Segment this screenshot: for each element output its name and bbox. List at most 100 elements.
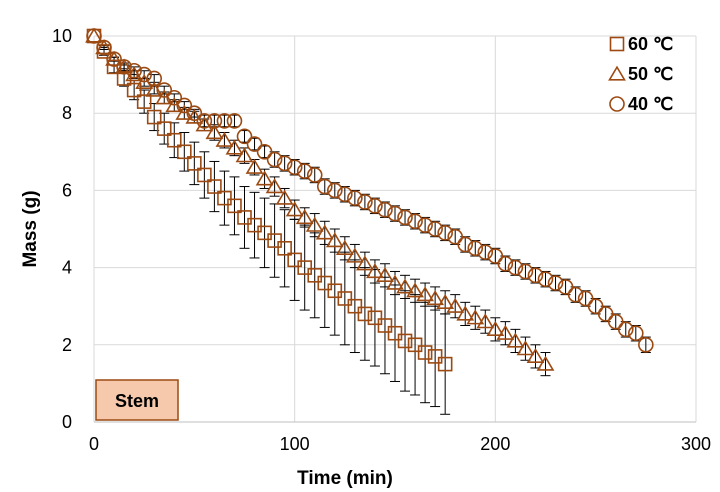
y-tick-label: 2 — [62, 335, 72, 355]
data-point-square — [156, 121, 172, 136]
data-point-square — [126, 82, 142, 98]
data-point-circle — [437, 225, 453, 241]
data-point-triangle — [135, 73, 154, 89]
data-point-circle — [216, 113, 233, 129]
data-point-triangle — [95, 39, 113, 55]
data-point-square — [217, 190, 232, 206]
data-point-triangle — [376, 266, 394, 282]
data-point-triangle — [496, 324, 515, 340]
data-point-circle — [577, 290, 594, 307]
data-point-circle — [146, 70, 162, 87]
legend-marker-circle — [609, 96, 625, 112]
data-point-circle — [326, 182, 343, 199]
data-point-circle — [316, 178, 333, 195]
data-point-circle — [196, 113, 213, 129]
data-point-circle — [226, 113, 243, 129]
y-tick-label: 4 — [62, 258, 72, 278]
data-point-square — [357, 306, 373, 322]
data-point-square — [106, 59, 122, 75]
stem-badge-box — [95, 379, 179, 421]
data-point-square — [377, 318, 393, 333]
y-tick-label: 10 — [52, 26, 72, 46]
x-tick-label: 0 — [89, 434, 99, 454]
legend: 60 ℃ 50 ℃ 40 ℃ — [608, 34, 673, 114]
data-point-triangle — [215, 131, 234, 147]
data-point-circle — [547, 275, 564, 291]
data-point-circle — [256, 144, 273, 160]
data-point-triangle — [245, 158, 264, 174]
data-point-triangle — [305, 216, 324, 232]
y-tick-label: 8 — [62, 103, 72, 123]
stem-badge: Stem — [95, 379, 179, 421]
data-point-triangle — [225, 139, 244, 155]
data-point-circle — [557, 279, 574, 295]
data-point-square — [387, 325, 403, 341]
data-point-circle — [357, 194, 373, 210]
data-point-circle — [347, 190, 363, 206]
legend-label: 40 ℃ — [628, 94, 673, 114]
data-point-triangle — [506, 332, 525, 348]
data-point-triangle — [486, 320, 505, 337]
data-point-circle — [266, 151, 283, 168]
data-point-triangle — [416, 286, 435, 302]
data-point-square — [257, 225, 272, 241]
data-point-circle — [567, 286, 584, 303]
data-point-triangle — [295, 208, 314, 225]
data-point-triangle — [325, 232, 344, 248]
legend-marker-triangle — [608, 65, 626, 81]
data-point-square — [327, 283, 343, 299]
data-point-triangle — [315, 224, 334, 240]
y-axis-title: Mass (g) — [20, 190, 41, 267]
data-point-triangle — [165, 97, 184, 113]
data-point-triangle — [366, 263, 384, 279]
data-point-square — [86, 28, 102, 44]
data-point-circle — [236, 128, 253, 145]
data-point-triangle — [275, 189, 294, 205]
data-point-square — [307, 268, 323, 283]
data-point-triangle — [476, 313, 495, 329]
data-point-square — [427, 349, 443, 364]
data-point-triangle — [436, 293, 455, 309]
data-point-square — [187, 156, 202, 171]
stem-badge-label: Stem — [115, 391, 159, 411]
data-point-triangle — [406, 282, 424, 298]
data-point-square — [237, 210, 252, 225]
tick-labels: 0 100 200 300 0 2 4 6 8 10 — [52, 26, 711, 454]
data-point-square — [96, 44, 112, 59]
legend-marker-square — [609, 36, 625, 52]
data-point-circle — [166, 89, 183, 106]
data-point-circle — [136, 66, 152, 83]
data-point-circle — [276, 155, 293, 172]
data-point-square — [367, 310, 383, 326]
data-point-circle — [597, 306, 614, 322]
data-point-circle — [507, 259, 524, 276]
data-point-circle — [246, 136, 263, 152]
data-point-circle — [126, 62, 142, 79]
data-markers — [85, 27, 654, 372]
data-point-triangle — [145, 81, 164, 97]
data-point-square — [197, 167, 212, 183]
data-point-square — [317, 275, 333, 291]
data-point-triangle — [446, 297, 465, 313]
data-point-circle — [517, 263, 534, 280]
data-point-circle — [156, 82, 173, 98]
data-point-circle — [627, 325, 644, 342]
data-point-triangle — [175, 104, 194, 120]
data-point-triangle — [205, 124, 224, 140]
data-point-square — [277, 241, 292, 256]
data-point-triangle — [526, 347, 545, 364]
data-point-circle — [638, 336, 654, 353]
data-point-square — [407, 337, 423, 353]
data-point-square — [287, 252, 302, 268]
data-point-triangle — [456, 305, 475, 321]
data-point-circle — [537, 271, 554, 287]
data-point-circle — [367, 198, 383, 214]
y-tick-label: 0 — [62, 412, 72, 432]
data-point-triangle — [386, 274, 404, 290]
data-point-circle — [467, 240, 484, 257]
data-point-triangle — [396, 278, 414, 294]
data-point-circle — [457, 236, 474, 253]
data-point-triangle — [426, 290, 445, 306]
data-point-circle — [176, 97, 193, 114]
